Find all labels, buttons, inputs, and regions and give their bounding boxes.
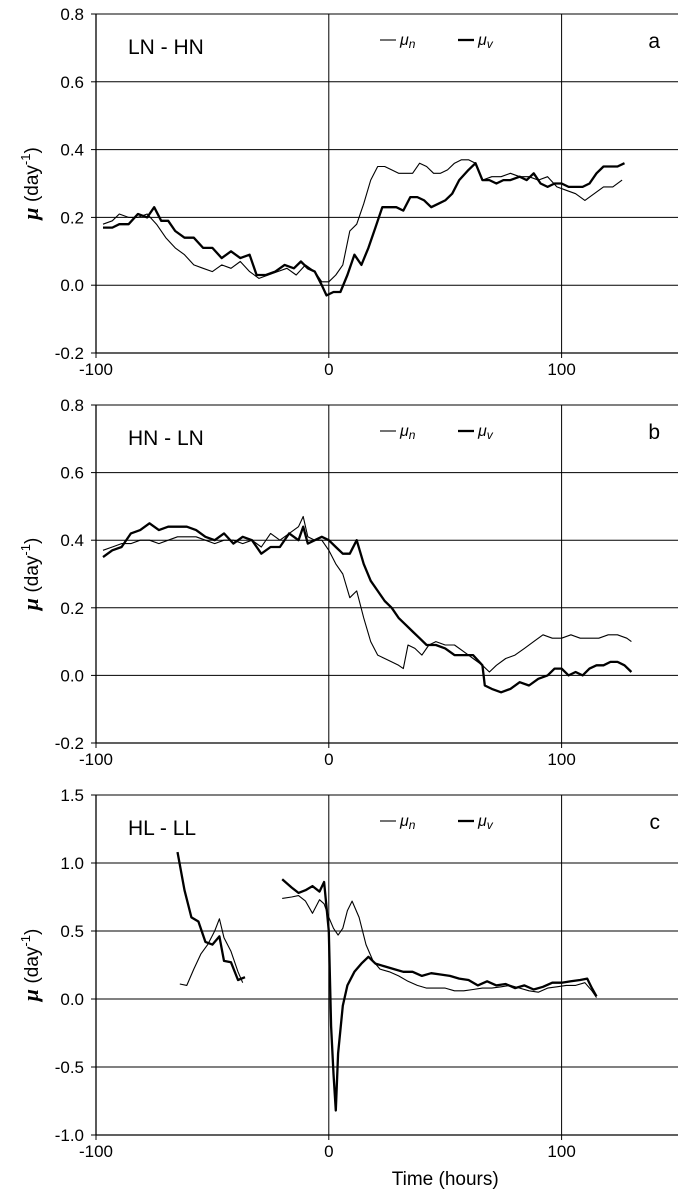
panel-letter: b — [648, 421, 660, 444]
y-tick-label: -0.2 — [55, 734, 84, 753]
legend-label-n: μn — [399, 813, 416, 832]
panel-title: LN - HN — [128, 36, 204, 59]
y-axis-label: μ (day-1) — [18, 929, 43, 1003]
chart-panel-a: -0.2 0.0 0.2 0.4 0.6 0.8 -100 0 100 LN - HN a μn μv μ… — [18, 5, 678, 379]
y-tick-label: -0.2 — [55, 344, 84, 363]
series-line-v — [281, 878, 598, 1112]
series-line-v — [102, 522, 633, 694]
y-tick-label: 0.0 — [60, 990, 84, 1009]
y-tick-label: 0.0 — [60, 276, 84, 295]
y-axis-label: μ (day-1) — [18, 147, 43, 221]
x-tick-label: 100 — [547, 1142, 575, 1161]
y-tick-label: 0.4 — [60, 141, 84, 160]
x-tick-label: 100 — [547, 750, 575, 769]
series-line-n — [102, 515, 632, 673]
chart-panel-c: -1.0 -0.5 0.0 0.5 1.0 1.5 -100 0 100 HL - LL c μn μv… — [18, 786, 678, 1190]
panel-letter: c — [650, 811, 661, 834]
x-axis-label: Time (hours) — [392, 1169, 499, 1190]
panel-title: HL - LL — [128, 817, 196, 840]
panel-letter: a — [648, 30, 660, 53]
y-axis-label: μ (day-1) — [18, 538, 43, 612]
series-line-n — [179, 918, 244, 986]
x-tick-label: -100 — [79, 1142, 113, 1161]
x-tick-label: 0 — [324, 360, 333, 379]
y-tick-label: 0.0 — [60, 666, 84, 685]
y-tick-label: 1.0 — [60, 854, 84, 873]
y-tick-label: -0.5 — [55, 1058, 84, 1077]
x-tick-label: 100 — [547, 360, 575, 379]
y-tick-label: 0.6 — [60, 73, 84, 92]
y-tick-label: 0.8 — [60, 5, 84, 24]
y-tick-label: 0.8 — [60, 396, 84, 415]
legend-label-n: μn — [399, 32, 416, 51]
y-tick-label: 0.6 — [60, 464, 84, 483]
y-tick-label: 0.2 — [60, 599, 84, 618]
y-tick-label: -1.0 — [55, 1126, 84, 1145]
legend-label-v: μv — [477, 32, 494, 51]
y-tick-label: 1.5 — [60, 786, 84, 805]
x-tick-label: -100 — [79, 360, 113, 379]
y-tick-label: 0.5 — [60, 922, 84, 941]
x-tick-label: 0 — [324, 750, 333, 769]
series-line-n — [102, 159, 623, 283]
y-tick-label: 0.2 — [60, 208, 84, 227]
y-tick-label: 0.4 — [60, 531, 84, 550]
series-line-v — [176, 851, 246, 982]
panel-title: HN - LN — [128, 427, 204, 450]
x-tick-label: -100 — [79, 750, 113, 769]
legend-label-v: μv — [477, 423, 494, 442]
x-tick-label: 0 — [324, 1142, 333, 1161]
series-line-v — [103, 162, 625, 297]
legend-label-n: μn — [399, 423, 416, 442]
chart-panel-b: -0.2 0.0 0.2 0.4 0.6 0.8 -100 0 100 HN - LN b μn μv μ… — [18, 396, 678, 769]
legend-label-v: μv — [477, 813, 494, 832]
